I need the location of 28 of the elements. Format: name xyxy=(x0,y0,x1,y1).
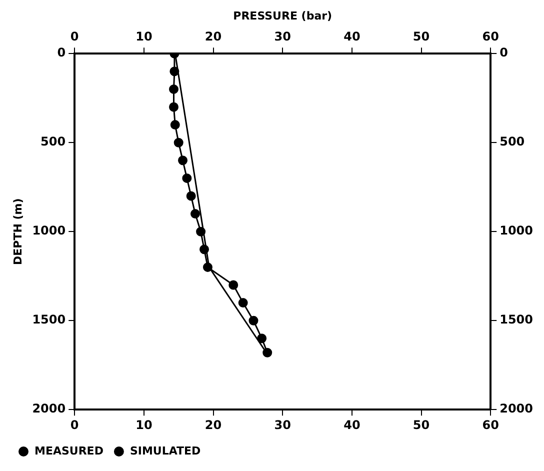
y-tick-label: 500 xyxy=(40,134,66,149)
x-tick-label: 30 xyxy=(274,418,291,432)
x2-tick-label: 30 xyxy=(274,30,291,44)
x-tick-label: 60 xyxy=(482,418,499,432)
y2-tick-label: 0 xyxy=(500,46,508,60)
x2-tick-label: 10 xyxy=(136,30,152,44)
x2-tick-label: 60 xyxy=(482,30,499,44)
x2-tick-label: 40 xyxy=(344,30,360,44)
x-tick-label: 40 xyxy=(344,418,360,432)
x2-tick-label: 20 xyxy=(204,30,222,44)
y-tick-label: 2000 xyxy=(32,402,66,416)
legend-label: MEASURED xyxy=(34,444,104,458)
y-tick-label: 0 xyxy=(57,46,66,60)
x-tick-label: 10 xyxy=(136,418,152,432)
y-axis-title: DEPTH (m) xyxy=(11,198,24,265)
y-tick-label: 1500 xyxy=(32,312,66,327)
x2-tick-label: 0 xyxy=(70,30,79,44)
x-tick-label: 50 xyxy=(412,418,430,432)
legend-label: SIMULATED xyxy=(130,444,201,458)
y2-tick-label: 1000 xyxy=(500,224,534,238)
x2-tick-label: 50 xyxy=(412,30,430,44)
y2-tick-label: 2000 xyxy=(500,402,534,416)
x2-axis-title: PRESSURE (bar) xyxy=(233,9,332,22)
x-tick-label: 0 xyxy=(70,418,79,432)
y2-tick-label: 500 xyxy=(500,134,525,149)
y-tick-label: 1000 xyxy=(32,224,66,238)
x-tick-label: 20 xyxy=(204,418,222,432)
y2-tick-label: 1500 xyxy=(500,312,534,327)
